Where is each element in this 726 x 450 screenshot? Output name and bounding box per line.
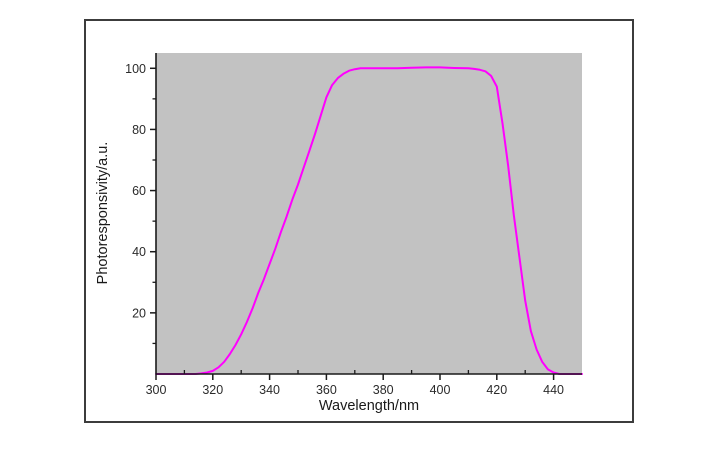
x-tick-label: 400	[430, 383, 451, 397]
axis-spines	[155, 53, 582, 375]
x-tick-label: 340	[259, 383, 280, 397]
x-tick-label: 300	[146, 383, 167, 397]
figure-frame: 300 320 340 360 380 400 420 440 20 40 60 80 100 Wav…	[84, 19, 634, 423]
series-line-photoresponsivity	[155, 66, 583, 375]
y-tick-label: 80	[132, 123, 146, 137]
y-tick-label: 20	[132, 306, 146, 320]
y-axis-tick-labels: 20 40 60 80 100	[125, 62, 146, 321]
x-tick-label: 420	[486, 383, 507, 397]
x-tick-label: 360	[316, 383, 337, 397]
y-axis-ticks	[150, 67, 156, 345]
plot-area	[156, 53, 582, 374]
x-axis-ticks	[155, 370, 555, 380]
y-axis-title: Photoresponsivity/a.u.	[95, 142, 111, 285]
photoresponsivity-curve	[155, 66, 583, 375]
x-axis-title: Wavelength/nm	[319, 398, 419, 414]
x-tick-label: 320	[202, 383, 223, 397]
x-tick-label: 380	[373, 383, 394, 397]
x-axis-tick-labels: 300 320 340 360 380 400 420 440	[146, 383, 565, 397]
y-tick-label: 40	[132, 245, 146, 259]
chart: 300 320 340 360 380 400 420 440 20 40 60 80 100 Wav…	[95, 53, 583, 414]
y-tick-label: 60	[132, 184, 146, 198]
x-tick-label: 440	[543, 383, 564, 397]
y-tick-label: 100	[125, 62, 146, 76]
